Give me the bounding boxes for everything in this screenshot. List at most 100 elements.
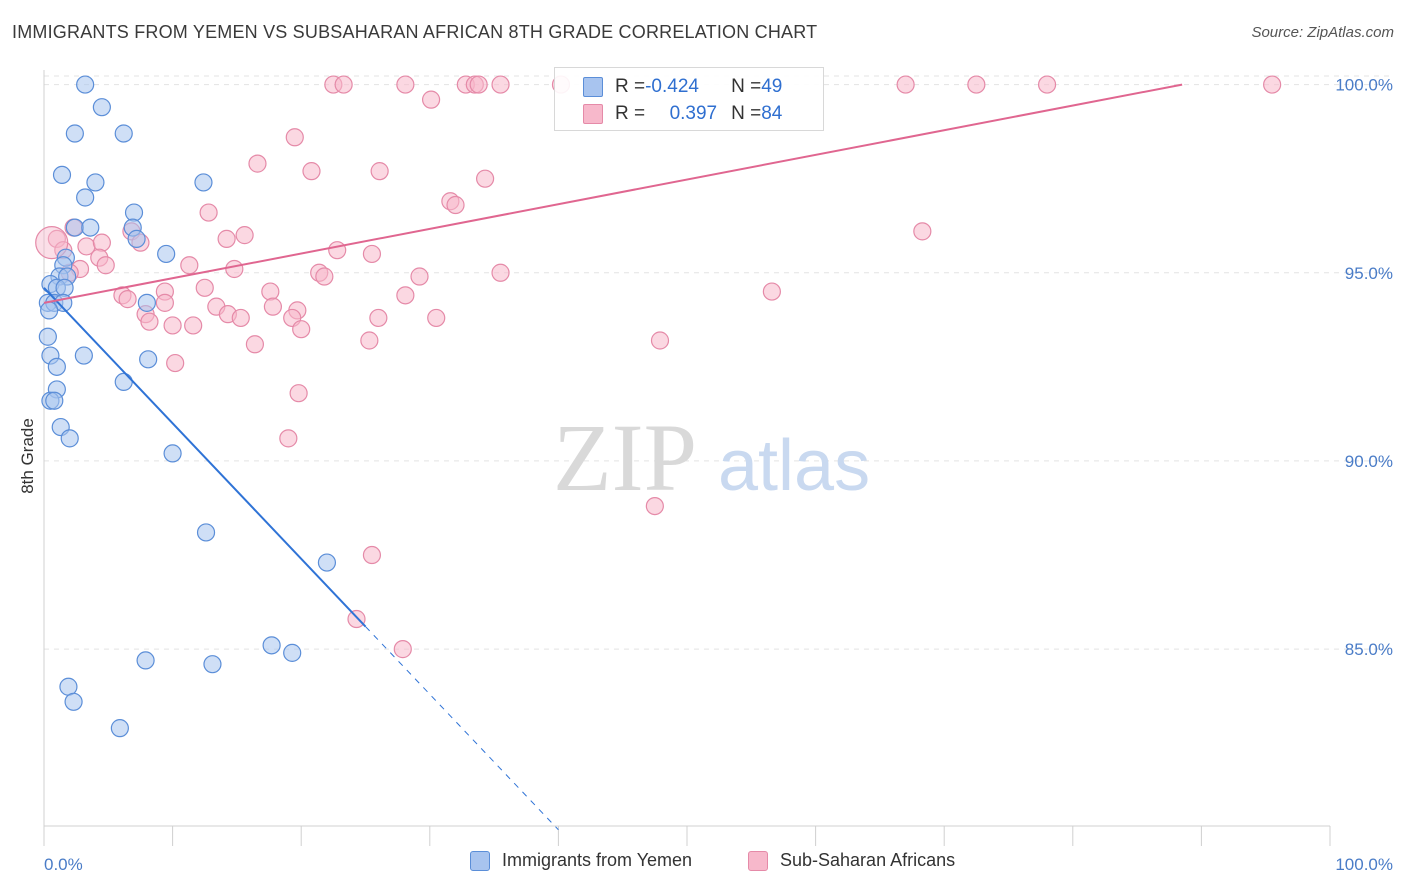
data-point	[410, 267, 429, 286]
data-point	[285, 128, 304, 147]
data-point	[47, 357, 66, 376]
legend-r-value: 0.397	[669, 103, 718, 124]
data-point	[55, 278, 74, 297]
y-tick-label: 85.0%	[1345, 640, 1393, 659]
data-point	[279, 429, 298, 448]
x-tick-label-end: 100.0%	[1335, 855, 1393, 874]
legend-n-value: 84	[761, 103, 783, 124]
data-point	[362, 244, 382, 264]
legend-row-subsaharan: R = 0.397 N = 84	[555, 100, 782, 128]
data-point	[475, 169, 495, 188]
data-point	[114, 372, 133, 392]
data-point	[217, 229, 236, 248]
data-point	[650, 331, 670, 350]
data-point	[196, 523, 216, 542]
y-tick-label: 90.0%	[1345, 452, 1393, 471]
data-point	[1263, 75, 1282, 94]
series-sub-saharan-points	[35, 75, 1282, 659]
data-point	[347, 609, 366, 629]
data-point	[155, 293, 174, 312]
data-point	[137, 293, 156, 312]
data-point	[157, 244, 176, 264]
watermark-zip: ZIP	[553, 404, 697, 511]
data-point	[396, 286, 415, 305]
data-point	[328, 241, 347, 260]
data-point	[334, 75, 353, 94]
data-point	[86, 173, 105, 192]
data-point	[59, 677, 78, 696]
data-point	[136, 651, 155, 670]
data-point	[283, 643, 302, 662]
watermark-atlas: atlas	[718, 426, 870, 506]
data-point	[262, 636, 281, 655]
data-point	[45, 391, 64, 410]
data-point	[92, 233, 111, 252]
data-point	[360, 331, 379, 350]
data-point	[362, 545, 382, 565]
legend-r-key: R =	[615, 76, 646, 97]
data-point	[65, 124, 84, 143]
data-point	[261, 282, 280, 301]
data-point	[245, 335, 265, 354]
data-point	[166, 353, 185, 373]
series-legend: Immigrants from Yemen Sub-Saharan Africa…	[0, 850, 1406, 878]
data-point	[469, 75, 488, 94]
data-point	[40, 301, 59, 320]
data-point	[393, 640, 412, 659]
data-point	[114, 124, 133, 143]
data-point	[302, 162, 321, 181]
legend-swatch-subsaharan	[583, 104, 603, 124]
data-point	[967, 75, 986, 94]
legend-r-key: R =	[615, 103, 646, 124]
data-point	[81, 218, 100, 237]
data-point	[292, 320, 311, 339]
x-tick-label-start: 0.0%	[44, 855, 83, 874]
data-point	[446, 195, 465, 215]
data-point	[194, 173, 213, 192]
data-point	[76, 75, 95, 94]
data-point	[184, 316, 203, 335]
data-point	[203, 655, 222, 674]
data-point	[127, 229, 146, 248]
data-point	[645, 496, 664, 516]
data-point	[199, 203, 218, 222]
data-point	[421, 90, 441, 109]
data-point	[96, 256, 115, 275]
data-point	[231, 308, 250, 328]
series-yemen-points	[38, 75, 337, 738]
data-point	[118, 290, 137, 309]
legend-swatch-yemen	[470, 850, 490, 871]
data-point	[248, 154, 267, 173]
data-point	[60, 429, 79, 448]
data-point	[92, 98, 111, 117]
data-point	[427, 308, 446, 328]
data-point	[163, 444, 182, 463]
legend-swatch-yemen	[583, 77, 603, 97]
data-point	[491, 263, 510, 282]
source-label: Source: ZipAtlas.com	[1251, 24, 1394, 41]
tick-labels: 85.0% 90.0% 95.0% 100.0% 0.0% 100.0% 8th Grade	[18, 76, 1393, 874]
trend-line-subsaharan	[43, 83, 1183, 304]
data-point	[396, 75, 415, 94]
data-point	[195, 278, 214, 297]
watermark: ZIP atlas	[553, 404, 870, 511]
legend-swatch-subsaharan	[748, 850, 768, 871]
data-point	[52, 165, 72, 185]
data-point	[38, 327, 57, 346]
data-point	[76, 188, 95, 207]
legend-item-yemen[interactable]: Immigrants from Yemen	[470, 850, 692, 871]
data-point	[139, 350, 158, 369]
data-point	[74, 346, 93, 365]
legend-item-subsaharan[interactable]: Sub-Saharan Africans	[748, 850, 955, 871]
legend-n-value: 49	[761, 76, 783, 97]
y-axis-label: 8th Grade	[18, 418, 37, 494]
data-point	[896, 75, 915, 94]
data-point	[180, 256, 199, 275]
axes	[43, 70, 1331, 846]
data-point	[369, 308, 388, 328]
grid-lines	[44, 75, 1392, 650]
data-point	[225, 259, 244, 279]
data-point	[124, 203, 144, 222]
y-tick-label: 95.0%	[1345, 264, 1393, 283]
legend-n-key: N =	[731, 76, 762, 97]
